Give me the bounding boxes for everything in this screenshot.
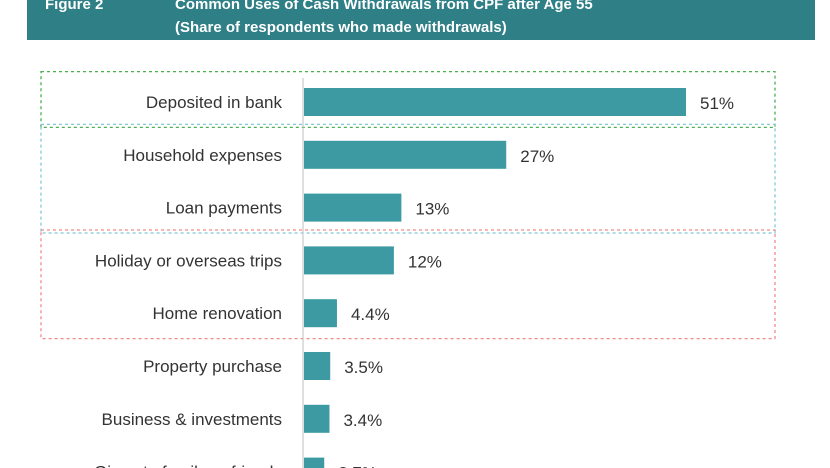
value-label: 13% — [415, 200, 449, 219]
category-label: Household expenses — [123, 146, 282, 165]
bar — [304, 299, 337, 328]
chart-subtitle: (Share of respondents who made withdrawa… — [175, 19, 507, 36]
category-label: Business & investments — [102, 410, 282, 429]
figure-label: Figure 2 — [45, 0, 104, 13]
category-label: Holiday or overseas trips — [95, 251, 282, 270]
group-box-1 — [40, 123, 776, 234]
value-label: 3.5% — [344, 358, 383, 377]
bar — [304, 193, 402, 222]
category-label: Home renovation — [153, 304, 282, 323]
group-box-2 — [40, 229, 776, 340]
bar — [304, 457, 325, 468]
figure-header: Figure 2 Common Uses of Cash Withdrawals… — [27, 0, 815, 40]
chart-title: Common Uses of Cash Withdrawals from CPF… — [175, 0, 593, 13]
bar — [304, 140, 507, 169]
group-box-0 — [40, 70, 776, 129]
bar — [304, 404, 330, 433]
value-label: 2.7% — [338, 464, 377, 468]
value-label: 12% — [408, 252, 442, 271]
value-label: 3.4% — [343, 411, 382, 430]
category-label: Loan payments — [166, 199, 282, 218]
value-label: 4.4% — [351, 305, 390, 324]
category-label: Deposited in bank — [146, 93, 283, 112]
bar — [304, 352, 331, 380]
bar — [304, 246, 394, 275]
category-label: Property purchase — [143, 357, 282, 376]
bar — [304, 88, 686, 116]
value-label: 51% — [700, 94, 734, 113]
category-label: Given to family or friends — [94, 463, 282, 468]
value-label: 27% — [520, 147, 554, 166]
